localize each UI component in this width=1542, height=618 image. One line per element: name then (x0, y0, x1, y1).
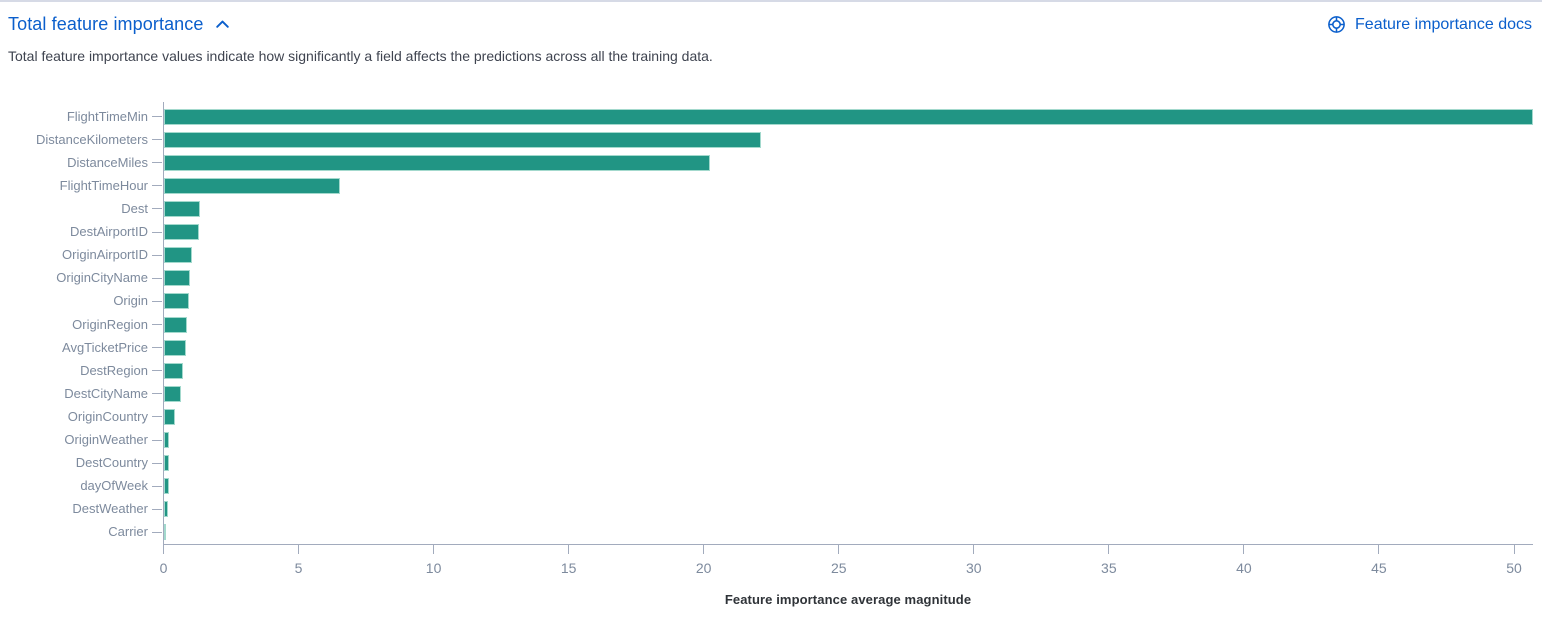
x-axis-tick (433, 544, 435, 554)
y-axis-label: DestCountry (75, 455, 148, 471)
y-axis-label: DestAirportID (69, 224, 148, 240)
y-axis-tick (152, 439, 162, 441)
bar-FlightTimeMin[interactable] (164, 108, 1534, 125)
x-axis-tick-label: 40 (1236, 560, 1252, 576)
y-axis-label: DistanceKilometers (36, 131, 148, 147)
y-axis-label: DestRegion (80, 362, 148, 378)
bar-DestWeather[interactable] (164, 501, 168, 518)
bar-dayOfWeek[interactable] (164, 478, 169, 495)
y-axis-label: dayOfWeek (80, 478, 148, 494)
y-axis-tick (152, 416, 162, 418)
y-axis-label: OriginAirportID (62, 247, 148, 263)
y-axis-label: OriginCountry (67, 408, 148, 424)
y-axis-tick (152, 208, 162, 210)
bar-OriginCityName[interactable] (164, 270, 190, 287)
bar-DestRegion[interactable] (164, 362, 184, 379)
section-collapse-toggle[interactable]: Total feature importance (8, 14, 231, 35)
y-axis-tick (152, 231, 162, 233)
feature-importance-docs-link[interactable]: Feature importance docs (1327, 15, 1532, 34)
bar-DestCountry[interactable] (164, 455, 169, 472)
bar-Origin[interactable] (164, 293, 189, 310)
x-axis-line (163, 544, 1533, 545)
x-axis-tick (163, 544, 164, 554)
x-axis-tick-label: 15 (560, 560, 577, 576)
y-axis-tick (152, 531, 162, 533)
y-axis-tick (152, 393, 162, 395)
y-axis-tick (152, 185, 162, 187)
section-title: Total feature importance (8, 14, 204, 34)
y-axis-tick (152, 162, 162, 164)
docs-link-label: Feature importance docs (1355, 15, 1532, 33)
bar-FlightTimeHour[interactable] (164, 177, 340, 194)
y-axis-label: DestWeather (72, 501, 148, 517)
y-axis-label: OriginCityName (56, 270, 148, 286)
bar-DestCityName[interactable] (164, 385, 181, 402)
x-axis-tick (838, 544, 840, 554)
life-ring-icon (1327, 15, 1346, 34)
y-axis-tick (152, 116, 162, 118)
x-axis-tick-label: 0 (159, 560, 168, 576)
y-axis-label: DestCityName (64, 385, 148, 401)
x-axis-tick (1513, 544, 1515, 554)
feature-importance-chart: Feature importance average magnitude Fli… (0, 102, 1542, 618)
x-axis-tick-label: 25 (830, 560, 847, 576)
y-axis-label: FlightTimeHour (59, 177, 148, 193)
bar-Dest[interactable] (164, 200, 200, 217)
y-axis-tick (152, 347, 162, 349)
y-axis-tick (152, 254, 162, 256)
chevron-up-icon (214, 16, 231, 33)
y-axis-label: Origin (113, 293, 148, 309)
x-axis-tick (703, 544, 705, 554)
bar-OriginAirportID[interactable] (164, 247, 192, 264)
y-axis-tick (152, 324, 162, 325)
x-axis-tick-label: 35 (1101, 560, 1117, 576)
x-axis-tick-label: 50 (1506, 560, 1522, 576)
y-axis-label: OriginWeather (64, 432, 148, 448)
y-axis-label: AvgTicketPrice (62, 339, 148, 355)
bar-DistanceKilometers[interactable] (164, 131, 761, 148)
bar-AvgTicketPrice[interactable] (164, 339, 187, 356)
bar-OriginRegion[interactable] (164, 316, 187, 333)
y-axis-label: DistanceMiles (67, 154, 148, 170)
bar-DistanceMiles[interactable] (164, 154, 710, 171)
x-axis-tick (973, 544, 975, 554)
x-axis-tick (1378, 544, 1380, 554)
y-axis-tick (152, 485, 162, 487)
y-axis-label: Carrier (108, 524, 148, 540)
y-axis-line (163, 102, 164, 544)
y-axis-tick (152, 300, 162, 302)
x-axis-tick (1108, 544, 1110, 554)
x-axis-tick-label: 10 (425, 560, 442, 576)
y-axis-tick (152, 277, 162, 279)
section-description: Total feature importance values indicate… (8, 48, 713, 64)
y-axis-label: Dest (121, 200, 148, 216)
y-axis-label: FlightTimeMin (66, 108, 148, 124)
y-axis-label: OriginRegion (72, 316, 148, 332)
bar-OriginWeather[interactable] (164, 432, 170, 449)
x-axis-tick-label: 45 (1371, 560, 1387, 576)
bar-Carrier[interactable] (164, 524, 166, 541)
x-axis-tick-label: 5 (294, 560, 303, 576)
x-axis-tick-label: 30 (966, 560, 982, 576)
y-axis-tick (152, 508, 162, 510)
x-axis-title: Feature importance average magnitude (724, 592, 972, 607)
y-axis-tick (152, 139, 162, 141)
panel-header: Total feature importance Feature importa… (0, 2, 1542, 35)
bar-OriginCountry[interactable] (164, 408, 175, 425)
x-axis-tick (568, 544, 570, 554)
y-axis-tick (152, 370, 162, 372)
bar-DestAirportID[interactable] (164, 224, 199, 241)
x-axis-tick-label: 20 (695, 560, 712, 576)
x-axis-tick (1243, 544, 1245, 554)
x-axis-tick (298, 544, 300, 554)
y-axis-tick (152, 462, 162, 464)
